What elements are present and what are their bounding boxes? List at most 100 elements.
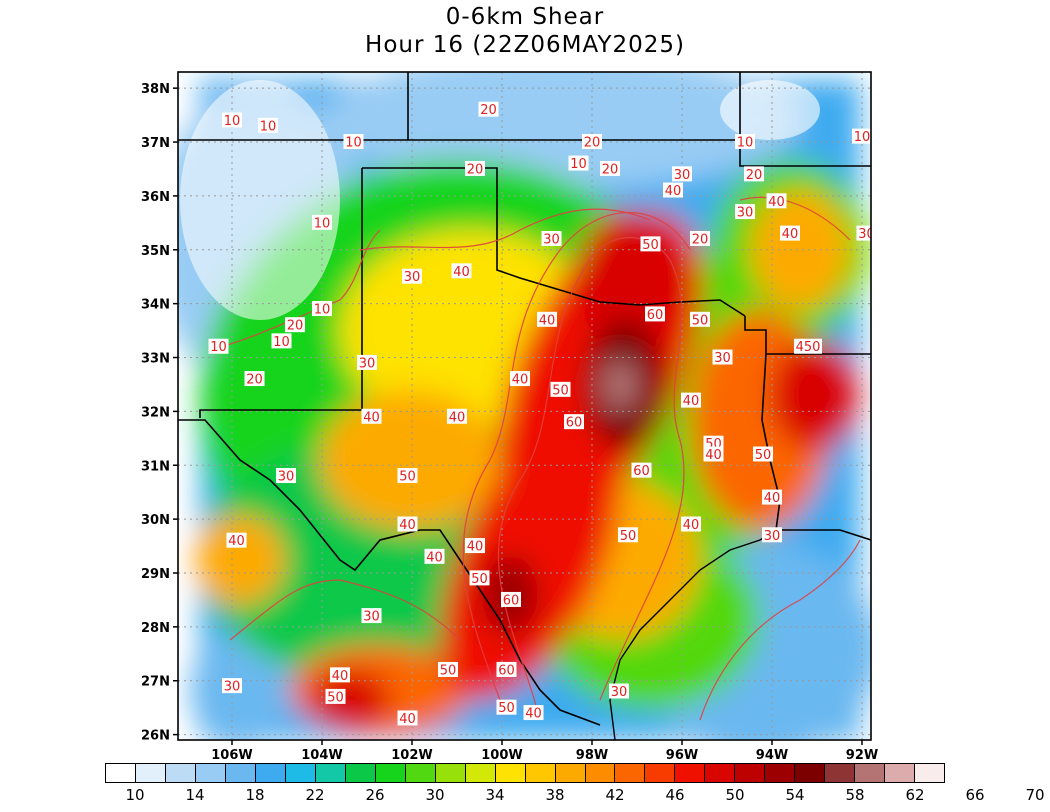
lon-label: 98W	[576, 748, 608, 760]
lon-label: 96W	[666, 748, 698, 760]
contour-label: 40	[397, 516, 418, 533]
contour-label: 40	[451, 263, 472, 280]
svg-text:20: 20	[746, 168, 763, 183]
contour-label: 50	[325, 688, 346, 705]
lat-label: 30N	[141, 513, 170, 528]
legend-tick-label: 58	[845, 786, 865, 804]
svg-text:30: 30	[543, 233, 560, 248]
svg-text:50: 50	[620, 529, 637, 544]
svg-text:10: 10	[260, 119, 277, 134]
svg-text:40: 40	[782, 227, 799, 242]
contour-label: 30	[672, 166, 692, 183]
lat-label: 36N	[141, 190, 170, 205]
legend-tick-label: 10	[125, 786, 145, 804]
svg-text:40: 40	[449, 410, 466, 425]
contour-label: 40	[330, 667, 350, 684]
legend-tick-labels: 10 14 18 22 26 30 34 38 42 46 50 54 58 62 66 70	[0, 786, 1050, 808]
legend-tick-label: 62	[905, 786, 925, 804]
contour-label: 20	[744, 166, 764, 183]
svg-text:30: 30	[359, 356, 376, 371]
svg-text:10: 10	[314, 216, 331, 231]
contour-label: 10	[258, 117, 278, 134]
legend-tick-label: 26	[365, 786, 385, 804]
svg-text:40: 40	[399, 518, 416, 533]
legend-tick-label: 18	[245, 786, 265, 804]
svg-text:450: 450	[796, 340, 821, 355]
svg-text:50: 50	[399, 470, 416, 485]
svg-text:20: 20	[467, 162, 484, 177]
contour-label: 60	[645, 306, 665, 323]
svg-text:40: 40	[467, 540, 484, 555]
contour-label: 30	[712, 349, 733, 366]
legend-swatch	[885, 764, 916, 782]
contour-label: 40	[397, 710, 418, 727]
latitude-labels: 38N 37N 36N 35N 34N 33N 32N 31N 30N 29N 28N 27N 26N	[141, 82, 178, 744]
svg-text:40: 40	[683, 394, 700, 409]
contour-label: 50	[496, 699, 517, 716]
contour-label: 50	[640, 236, 661, 253]
legend-tick-label: 50	[725, 786, 745, 804]
legend-swatch	[195, 764, 226, 782]
legend-swatch	[915, 764, 945, 782]
svg-text:10: 10	[345, 136, 362, 151]
svg-text:60: 60	[503, 593, 520, 608]
longitude-labels: 106W 104W 102W 100W 98W 96W 94W 92W	[211, 740, 878, 760]
legend-swatch	[675, 764, 706, 782]
contour-label: 40	[780, 225, 800, 242]
contour-label: 10	[271, 333, 292, 350]
legend-swatch	[855, 764, 886, 782]
contour-label: 10	[343, 134, 364, 151]
legend-tick-label: 34	[485, 786, 505, 804]
lat-label: 29N	[141, 567, 170, 582]
svg-text:50: 50	[755, 448, 772, 463]
svg-text:30: 30	[363, 610, 380, 625]
svg-text:20: 20	[584, 136, 601, 151]
legend-tick-label: 14	[185, 786, 205, 804]
contour-label: 40	[766, 193, 787, 210]
contour-label: 20	[244, 371, 265, 388]
contour-label: 40	[424, 548, 445, 565]
legend-swatch	[705, 764, 736, 782]
map-frame	[177, 71, 872, 741]
svg-text:50: 50	[552, 383, 569, 398]
svg-text:30: 30	[737, 206, 754, 221]
svg-text:10: 10	[210, 340, 227, 355]
svg-text:30: 30	[278, 470, 295, 485]
contour-label: 40	[703, 446, 724, 463]
lon-label: 94W	[756, 748, 788, 760]
lat-label: 27N	[141, 675, 170, 690]
contour-label: 10	[568, 155, 589, 172]
svg-text:20: 20	[692, 233, 709, 248]
contour-label: 40	[361, 408, 382, 425]
svg-text:20: 20	[287, 319, 304, 334]
legend-swatch	[795, 764, 826, 782]
svg-text:40: 40	[512, 373, 529, 388]
svg-text:40: 40	[665, 184, 682, 199]
svg-text:40: 40	[705, 448, 722, 463]
contour-label: 50	[690, 311, 710, 328]
contour-label: 30	[357, 354, 377, 371]
svg-text:40: 40	[332, 669, 349, 684]
svg-text:10: 10	[224, 114, 241, 129]
contour-label: 30	[762, 527, 782, 544]
legend-swatch	[525, 764, 556, 782]
svg-text:20: 20	[246, 373, 263, 388]
legend-swatch	[106, 764, 136, 782]
lon-label: 100W	[481, 748, 522, 760]
graticule	[178, 72, 871, 740]
svg-text:10: 10	[737, 136, 754, 151]
legend-swatch	[255, 764, 286, 782]
legend-swatch	[315, 764, 346, 782]
legend-tick-label: 70	[1025, 786, 1045, 804]
lat-label: 31N	[141, 459, 170, 474]
legend-swatch	[615, 764, 646, 782]
svg-text:10: 10	[570, 157, 587, 172]
contour-label: 40	[762, 489, 782, 506]
contour-label: 20	[600, 160, 620, 177]
state-boundaries	[178, 72, 871, 740]
contour-label: 60	[631, 462, 652, 479]
lat-label: 26N	[141, 729, 170, 744]
svg-text:40: 40	[228, 534, 245, 549]
contour-label: 20	[690, 231, 710, 248]
